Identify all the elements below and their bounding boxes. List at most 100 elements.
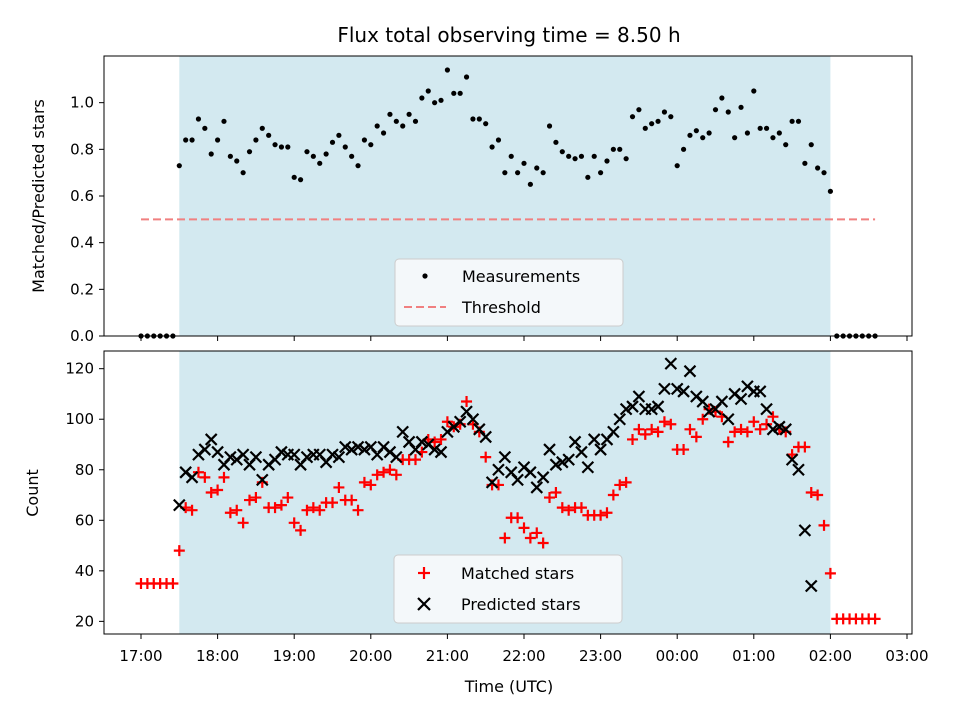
- measurement-point: [591, 153, 597, 159]
- x-tick-label: 20:00: [349, 647, 392, 665]
- chart-title: Flux total observing time = 8.50 h: [337, 23, 680, 47]
- measurement-point: [310, 153, 316, 159]
- matched-star-point: [282, 492, 294, 504]
- matched-star-point: [620, 476, 632, 488]
- measurement-point: [387, 111, 393, 117]
- predicted-star-point: [211, 445, 224, 459]
- matched-star-point: [607, 489, 619, 501]
- predicted-star-point: [536, 471, 550, 484]
- measurement-point: [425, 88, 431, 94]
- matched-star-point: [307, 502, 319, 514]
- matched-star-point: [684, 423, 696, 435]
- measurement-point: [821, 170, 827, 176]
- x-tick-label: 21:00: [426, 647, 469, 665]
- matched-star-point: [346, 494, 358, 506]
- predicted-star-point: [785, 453, 799, 466]
- measurement-point: [802, 160, 808, 166]
- measurement-point: [815, 165, 821, 171]
- predicted-star-point: [390, 450, 403, 464]
- matched-star-point: [218, 471, 230, 483]
- measurement-point: [202, 125, 208, 131]
- matched-star-point: [441, 416, 453, 428]
- measurement-point: [253, 137, 259, 143]
- predicted-star-point: [804, 579, 818, 593]
- measurement-point: [323, 151, 329, 157]
- measurement-point: [661, 109, 668, 115]
- panel-count-x-ticks: 17:00 18:00 19:00 20:00 21:00 22:00 23:00 00:00…: [119, 634, 929, 665]
- predicted-star-point: [415, 435, 429, 449]
- measurement-point: [642, 125, 648, 131]
- matched-star-point: [627, 433, 639, 445]
- predicted-star-point: [204, 433, 218, 446]
- panel-count-frame: [103, 350, 913, 635]
- measurement-point: [553, 139, 559, 145]
- y-tick-label: 0.2: [70, 280, 94, 298]
- measurement-point: [483, 121, 489, 127]
- matched-star-point: [690, 431, 702, 443]
- matched-star-point: [365, 479, 377, 491]
- matched-star-point: [722, 436, 734, 448]
- measurement-point: [655, 118, 661, 124]
- measurement-point: [476, 116, 482, 122]
- matched-star-point: [531, 527, 543, 539]
- y-tick-label: 0.4: [70, 234, 94, 252]
- predicted-star-point: [549, 458, 563, 471]
- measurement-point: [215, 137, 221, 143]
- measurement-point: [208, 151, 214, 157]
- predicted-star-point: [492, 463, 505, 477]
- y-tick-label: 80: [75, 461, 94, 479]
- matched-star-point: [646, 423, 658, 435]
- matched-star-point: [512, 512, 524, 524]
- x-tick-label: 19:00: [273, 647, 316, 665]
- legend-matched-marker: [418, 567, 430, 579]
- measurement-point: [744, 130, 751, 136]
- measurement-point: [470, 116, 476, 122]
- matched-star-point: [314, 504, 326, 516]
- matched-star-point: [761, 418, 773, 430]
- matched-star-point: [269, 502, 281, 514]
- predicted-star-point: [556, 455, 569, 469]
- matched-star-point: [327, 497, 338, 509]
- measurement-point: [757, 125, 763, 131]
- x-tick-label: 17:00: [119, 647, 162, 665]
- matched-star-point: [499, 532, 511, 544]
- matched-star-point: [601, 507, 613, 519]
- measurement-point: [336, 132, 342, 138]
- measurement-point: [278, 144, 285, 150]
- predicted-star-point: [651, 400, 665, 413]
- measurement-point: [623, 156, 629, 162]
- measurement-point: [489, 144, 495, 150]
- predicted-star-point: [300, 450, 314, 464]
- measurement-point: [285, 144, 291, 150]
- measurement-point: [680, 146, 687, 152]
- measurement-point: [770, 135, 776, 141]
- matched-star-point: [735, 423, 747, 435]
- measurement-point: [304, 149, 310, 155]
- matched-star-point: [748, 416, 760, 428]
- matched-star-point: [665, 418, 677, 430]
- matched-star-point: [824, 567, 836, 579]
- matched-star-point: [537, 537, 549, 549]
- measurement-point: [329, 139, 336, 145]
- legend-measurements-label: Measurements: [462, 267, 580, 286]
- panel-ratio: 0.0 0.2 0.4 0.6 0.8 1.0 Matched/Predicted sta…: [29, 55, 913, 345]
- measurement-point: [712, 107, 719, 113]
- matched-star-point: [741, 426, 753, 438]
- predicted-star-point: [753, 385, 767, 398]
- y-tick-label: 120: [65, 360, 94, 378]
- legend-measurements-marker: [422, 273, 428, 279]
- y-tick-label: 20: [75, 612, 94, 630]
- predicted-star-point: [466, 412, 480, 426]
- predicted-star-point: [275, 445, 288, 459]
- matched-star-point: [435, 433, 447, 445]
- measurement-point: [297, 177, 304, 183]
- x-tick-label: 01:00: [732, 647, 775, 665]
- predicted-star-point: [396, 425, 409, 439]
- predicted-star-point: [683, 364, 697, 378]
- measurement-point: [693, 128, 699, 134]
- matched-star-point: [805, 487, 817, 498]
- legend-threshold-label: Threshold: [461, 298, 541, 317]
- matched-star-point: [869, 613, 881, 625]
- predicted-star-point: [587, 433, 601, 446]
- measurement-point: [227, 153, 233, 159]
